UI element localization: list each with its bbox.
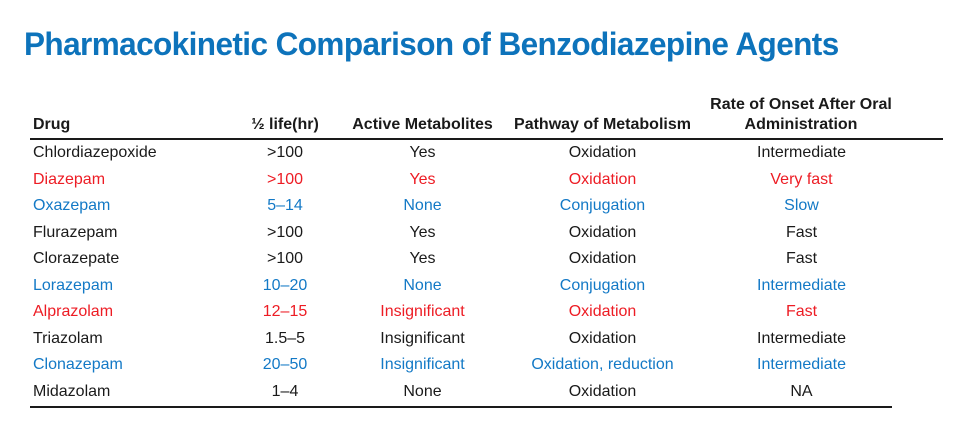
pathway-cell: Oxidation xyxy=(568,144,637,162)
pathway-cell: Oxidation xyxy=(568,329,637,347)
pathway-cell: Conjugation xyxy=(559,197,646,215)
half-life-cell: >100 xyxy=(266,144,304,162)
active-metabolites-cell: None xyxy=(403,276,442,294)
onset-cell: Intermediate xyxy=(757,144,846,162)
table-row: Flurazepam >100 Yes Oxidation Fast xyxy=(30,220,943,247)
half-life-cell: >100 xyxy=(266,223,304,241)
drug-cell: Diazepam xyxy=(33,170,106,188)
onset-cell: NA xyxy=(790,382,813,400)
column-header-onset: Rate of Onset After Oral Administration xyxy=(710,95,893,135)
page-title: Pharmacokinetic Comparison of Benzodiaze… xyxy=(24,26,839,63)
pharmacokinetics-table: Drug ½ life(hr) Active Metabolites Pathw… xyxy=(30,92,943,408)
column-header-half-life: ½ life(hr) xyxy=(251,116,319,133)
active-metabolites-cell: Yes xyxy=(409,250,436,268)
table-row: Alprazolam 12–15 Insignificant Oxidation Fas… xyxy=(30,299,943,326)
column-header-drug: Drug xyxy=(33,116,71,133)
onset-cell: Intermediate xyxy=(757,276,846,294)
active-metabolites-cell: Yes xyxy=(409,223,436,241)
onset-cell: Fast xyxy=(785,303,818,321)
table-header-row: Drug ½ life(hr) Active Metabolites Pathw… xyxy=(30,92,943,140)
half-life-cell: 12–15 xyxy=(262,303,308,321)
table-row: Diazepam >100 Yes Oxidation Very fast xyxy=(30,167,943,194)
active-metabolites-cell: Insignificant xyxy=(380,329,465,347)
pathway-cell: Oxidation xyxy=(568,382,637,400)
active-metabolites-cell: Yes xyxy=(409,170,436,188)
half-life-cell: 20–50 xyxy=(262,356,308,374)
table-row: Clorazepate >100 Yes Oxidation Fast xyxy=(30,246,943,273)
table-row: Triazolam 1.5–5 Insignificant Oxidation Inte… xyxy=(30,326,943,353)
drug-cell: Flurazepam xyxy=(33,223,118,241)
active-metabolites-cell: None xyxy=(403,382,442,400)
active-metabolites-cell: Insignificant xyxy=(380,303,465,321)
onset-cell: Intermediate xyxy=(757,329,846,347)
drug-cell: Clorazepate xyxy=(33,250,120,268)
onset-cell: Fast xyxy=(785,223,818,241)
pathway-cell: Oxidation xyxy=(568,250,637,268)
onset-cell: Intermediate xyxy=(757,356,846,374)
pathway-cell: Oxidation, reduction xyxy=(531,356,674,374)
half-life-cell: 5–14 xyxy=(267,197,303,215)
pathway-cell: Oxidation xyxy=(568,303,637,321)
table-bottom-rule xyxy=(30,406,892,408)
onset-cell: Very fast xyxy=(770,170,833,188)
drug-cell: Chlordiazepoxide xyxy=(33,144,157,162)
half-life-cell: >100 xyxy=(266,170,304,188)
active-metabolites-cell: None xyxy=(403,197,442,215)
half-life-cell: >100 xyxy=(266,250,304,268)
half-life-cell: 1–4 xyxy=(271,382,299,400)
table-body: Chlordiazepoxide >100 Yes Oxidation Intermed… xyxy=(30,140,943,405)
half-life-cell: 10–20 xyxy=(262,276,308,294)
table-row: Clonazepam 20–50 Insignificant Oxidation, r… xyxy=(30,352,943,379)
table-row: Oxazepam 5–14 None Conjugation Slow xyxy=(30,193,943,220)
half-life-cell: 1.5–5 xyxy=(264,329,306,347)
drug-cell: Triazolam xyxy=(33,329,103,347)
active-metabolites-cell: Insignificant xyxy=(380,356,465,374)
drug-cell: Oxazepam xyxy=(33,197,111,215)
pathway-cell: Oxidation xyxy=(568,223,637,241)
drug-cell: Midazolam xyxy=(33,382,111,400)
column-header-onset-label: Rate of Onset After Oral Administration xyxy=(710,96,892,133)
table-row: Lorazepam 10–20 None Conjugation Intermediat… xyxy=(30,273,943,300)
pathway-cell: Conjugation xyxy=(559,276,646,294)
drug-cell: Clonazepam xyxy=(33,356,123,374)
onset-cell: Slow xyxy=(784,197,819,215)
pathway-cell: Oxidation xyxy=(568,170,637,188)
active-metabolites-cell: Yes xyxy=(409,144,436,162)
drug-cell: Lorazepam xyxy=(33,276,114,294)
table-row: Chlordiazepoxide >100 Yes Oxidation Intermed… xyxy=(30,140,943,167)
table-row: Midazolam 1–4 None Oxidation NA xyxy=(30,379,943,406)
drug-cell: Alprazolam xyxy=(33,303,114,321)
onset-cell: Fast xyxy=(785,250,818,268)
column-header-active-metabolites: Active Metabolites xyxy=(352,116,493,133)
column-header-pathway: Pathway of Metabolism xyxy=(514,116,691,133)
